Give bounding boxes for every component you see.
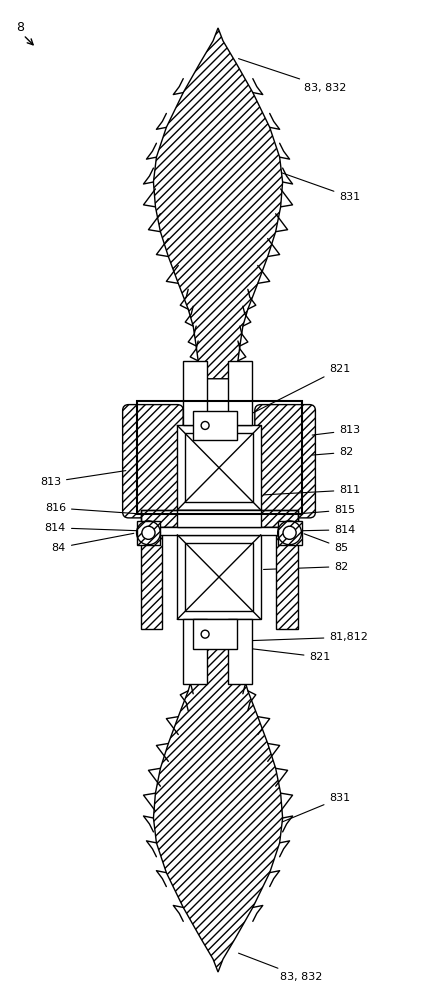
Text: 814: 814: [300, 525, 355, 535]
Text: 813: 813: [312, 425, 360, 435]
Text: 85: 85: [304, 534, 348, 553]
Bar: [228, 361, 252, 425]
Text: 8: 8: [17, 21, 24, 34]
Text: 82: 82: [264, 562, 349, 572]
Text: 84: 84: [52, 533, 134, 553]
FancyBboxPatch shape: [123, 405, 183, 518]
Bar: [136, 401, 301, 514]
Text: 82: 82: [312, 447, 354, 457]
Bar: [185, 543, 253, 611]
Bar: [178, 425, 261, 510]
Bar: [193, 619, 237, 649]
Bar: [178, 535, 261, 619]
Polygon shape: [153, 621, 283, 972]
Circle shape: [201, 630, 209, 638]
FancyBboxPatch shape: [255, 405, 315, 518]
Bar: [278, 521, 301, 545]
Bar: [228, 619, 252, 684]
Circle shape: [142, 526, 155, 539]
Bar: [183, 619, 207, 684]
Text: 81,812: 81,812: [240, 632, 368, 642]
Text: 815: 815: [300, 505, 355, 515]
Text: 814: 814: [45, 523, 138, 533]
Circle shape: [201, 421, 209, 429]
Bar: [136, 521, 161, 545]
Text: 816: 816: [45, 503, 138, 514]
Circle shape: [283, 526, 296, 539]
Bar: [140, 527, 297, 535]
Bar: [276, 535, 297, 629]
Bar: [140, 535, 162, 629]
Text: 821: 821: [240, 364, 351, 419]
Bar: [183, 361, 207, 425]
Bar: [178, 510, 261, 527]
Polygon shape: [153, 28, 283, 379]
Text: 83, 832: 83, 832: [239, 953, 322, 982]
Text: 831: 831: [282, 793, 351, 822]
Polygon shape: [140, 510, 297, 527]
Bar: [193, 411, 237, 440]
Text: 831: 831: [282, 173, 360, 202]
Bar: [140, 510, 297, 527]
Bar: [185, 433, 253, 502]
Text: 821: 821: [216, 644, 330, 662]
Text: 811: 811: [264, 485, 360, 495]
Text: 83, 832: 83, 832: [239, 59, 347, 93]
Text: 813: 813: [40, 471, 126, 487]
